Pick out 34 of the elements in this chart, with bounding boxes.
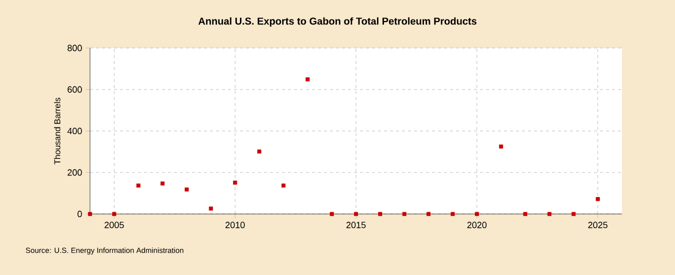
- x-tick-label: 2025: [588, 222, 608, 228]
- point: [330, 212, 334, 216]
- point: [474, 212, 479, 216]
- y-tick-label: 600: [68, 86, 82, 93]
- y-tick-label: 0: [78, 210, 82, 218]
- point: [136, 184, 140, 188]
- point: [233, 180, 238, 185]
- point: [572, 212, 576, 216]
- point: [547, 212, 552, 216]
- y-tick-label: 400: [67, 128, 82, 134]
- point: [596, 197, 600, 202]
- x-tick-label: 2005: [104, 222, 124, 228]
- point: [160, 181, 165, 186]
- point: [450, 212, 455, 216]
- y-tick-label: 800: [68, 44, 82, 52]
- point: [499, 144, 504, 149]
- point: [378, 212, 382, 216]
- y-tick-label: 200: [68, 169, 82, 176]
- chart-title: Annual U.S. Exports to Gabon of Total Petroleum Products: [198, 17, 476, 27]
- y-axis-title: Thousand Barrels: [54, 98, 60, 164]
- point: [184, 188, 189, 192]
- point: [281, 184, 286, 188]
- point: [523, 212, 528, 216]
- x-tick-label: 2015: [346, 222, 366, 228]
- point: [88, 212, 92, 216]
- point: [208, 206, 213, 211]
- point: [354, 212, 358, 216]
- point: [426, 212, 431, 216]
- x-tick-label: 2010: [226, 222, 245, 228]
- point: [402, 212, 406, 216]
- point: [306, 77, 310, 82]
- point: [112, 212, 116, 216]
- x-tick-label: 2020: [467, 222, 487, 228]
- point: [257, 150, 262, 154]
